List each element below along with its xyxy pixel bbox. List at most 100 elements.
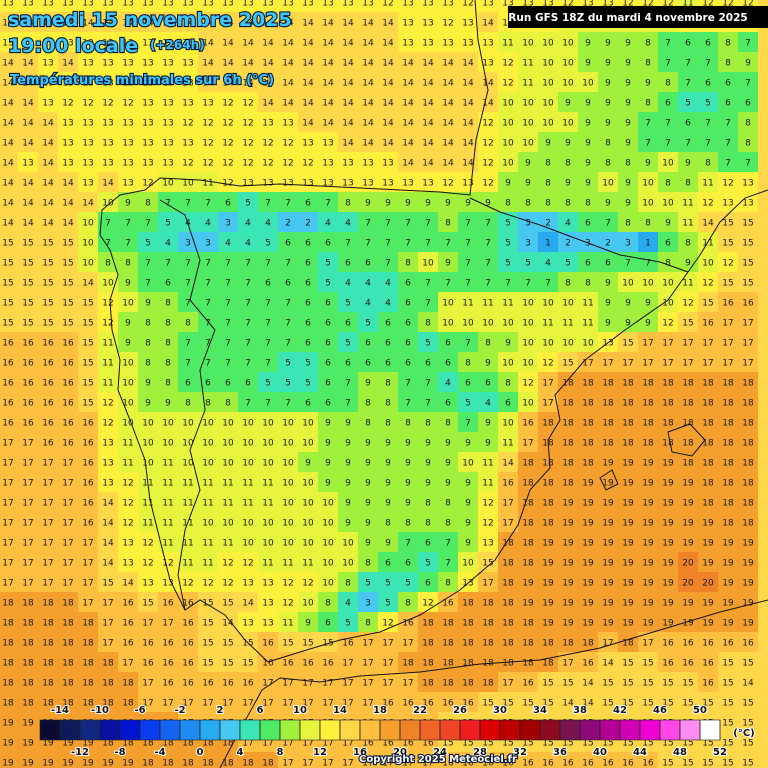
grid-cell xyxy=(78,152,98,172)
forecast-date: samedi 15 novembre 2025 xyxy=(8,9,292,31)
grid-value: 18 xyxy=(522,459,534,469)
grid-value: 13 xyxy=(242,579,253,589)
grid-value: 17 xyxy=(722,339,733,349)
grid-value: 12 xyxy=(562,0,573,9)
grid-value: 19 xyxy=(22,719,34,729)
grid-value: 12 xyxy=(722,179,733,189)
grid-value: 17 xyxy=(642,359,653,369)
grid-value: 7 xyxy=(465,259,471,269)
grid-value: 4 xyxy=(345,219,351,229)
grid-value: 17 xyxy=(82,579,93,589)
grid-cell xyxy=(698,92,718,112)
grid-cell xyxy=(438,12,458,32)
grid-value: 13 xyxy=(342,179,353,189)
grid-value: 13 xyxy=(282,0,293,9)
grid-cell xyxy=(658,92,678,112)
grid-value: 11 xyxy=(122,439,133,449)
grid-value: 17 xyxy=(62,519,73,529)
grid-value: 18 xyxy=(422,619,434,629)
legend-label: 2 xyxy=(217,705,224,716)
grid-value: 10 xyxy=(502,139,514,149)
grid-cell xyxy=(318,132,338,152)
grid-value: 15 xyxy=(682,759,693,768)
grid-cell xyxy=(198,152,218,172)
grid-value: 18 xyxy=(702,499,714,509)
grid-value: 19 xyxy=(702,619,714,629)
legend-swatch xyxy=(619,719,641,741)
grid-value: 19 xyxy=(662,539,674,549)
grid-cell xyxy=(318,92,338,112)
grid-value: 5 xyxy=(285,379,291,389)
grid-value: 13 xyxy=(42,59,53,69)
grid-value: 16 xyxy=(142,659,154,669)
grid-value: 19 xyxy=(22,739,34,749)
grid-value: 11 xyxy=(582,299,593,309)
grid-value: 7 xyxy=(465,219,471,229)
legend-swatch xyxy=(299,719,321,741)
grid-value: 13 xyxy=(222,0,233,9)
grid-value: 5 xyxy=(525,259,531,269)
grid-cell xyxy=(18,192,38,212)
grid-value: 6 xyxy=(605,259,611,269)
grid-value: 7 xyxy=(665,139,671,149)
grid-value: 19 xyxy=(622,499,634,509)
grid-value: 4 xyxy=(365,299,371,309)
grid-cell xyxy=(38,92,58,112)
grid-value: 11 xyxy=(542,319,553,329)
grid-value: 17 xyxy=(22,459,33,469)
grid-value: 6 xyxy=(425,579,431,589)
grid-value: 14 xyxy=(242,79,254,89)
grid-value: 6 xyxy=(385,359,391,369)
grid-value: 17 xyxy=(362,699,373,709)
grid-value: 18 xyxy=(502,639,514,649)
grid-value: 13 xyxy=(282,179,293,189)
legend-label: 22 xyxy=(413,705,427,716)
grid-value: 19 xyxy=(582,539,594,549)
grid-value: 9 xyxy=(625,179,631,189)
grid-value: 11 xyxy=(682,219,693,229)
grid-value: 9 xyxy=(145,379,151,389)
grid-value: 10 xyxy=(122,299,134,309)
grid-value: 10 xyxy=(542,119,554,129)
grid-value: 16 xyxy=(602,759,614,768)
grid-value: 13 xyxy=(742,199,753,209)
grid-value: 9 xyxy=(585,59,591,69)
grid-value: 16 xyxy=(742,299,754,309)
grid-value: 8 xyxy=(225,399,231,409)
grid-cell xyxy=(78,12,98,32)
grid-value: 16 xyxy=(22,339,34,349)
grid-value: 19 xyxy=(102,759,114,768)
grid-value: 3 xyxy=(205,239,211,249)
grid-value: 18 xyxy=(562,419,574,429)
grid-value: 17 xyxy=(742,319,753,329)
grid-value: 9 xyxy=(645,79,651,89)
grid-value: 13 xyxy=(462,19,473,29)
grid-cell xyxy=(18,112,38,132)
grid-value: 17 xyxy=(502,519,513,529)
grid-value: 7 xyxy=(445,539,451,549)
grid-value: 15 xyxy=(42,319,53,329)
grid-cell xyxy=(378,12,398,32)
grid-cell xyxy=(258,72,278,92)
grid-cell xyxy=(638,52,658,72)
grid-value: 10 xyxy=(262,459,274,469)
grid-value: 17 xyxy=(282,759,293,768)
grid-value: 14 xyxy=(322,99,334,109)
grid-value: 5 xyxy=(365,579,371,589)
grid-value: 18 xyxy=(742,439,754,449)
grid-value: 9 xyxy=(685,259,691,269)
grid-cell xyxy=(578,32,598,52)
grid-value: 7 xyxy=(445,239,451,249)
grid-value: 13 xyxy=(442,0,453,9)
grid-value: 10 xyxy=(302,539,314,549)
grid-cell xyxy=(58,0,78,12)
grid-value: 11 xyxy=(182,519,193,529)
grid-value: 13 xyxy=(62,119,73,129)
grid-value: 12 xyxy=(542,359,553,369)
grid-value: 6 xyxy=(385,319,391,329)
grid-value: 19 xyxy=(622,539,634,549)
grid-cell xyxy=(98,152,118,172)
grid-value: 6 xyxy=(505,399,511,409)
grid-cell xyxy=(338,112,358,132)
grid-value: 18 xyxy=(442,619,454,629)
